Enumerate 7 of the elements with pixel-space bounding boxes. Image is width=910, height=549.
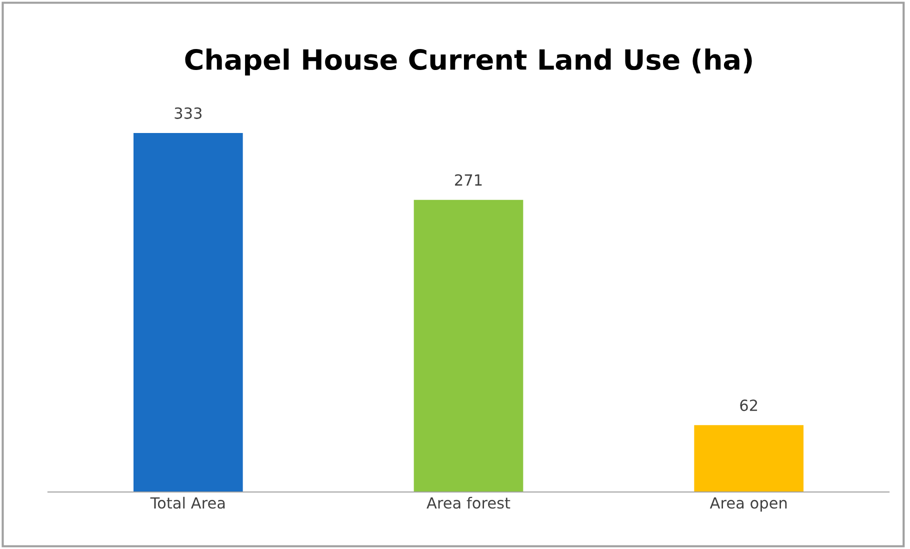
data-label: 333 bbox=[174, 107, 202, 119]
x-tick-label: Area open bbox=[710, 497, 787, 512]
x-tick-label: Total Area bbox=[150, 496, 225, 509]
chart-title: Chapel House Current Land Use (ha) bbox=[185, 48, 752, 76]
data-label: 62 bbox=[740, 400, 758, 412]
x-tick-label: Area forest bbox=[426, 496, 510, 509]
data-label: 271 bbox=[455, 174, 482, 186]
